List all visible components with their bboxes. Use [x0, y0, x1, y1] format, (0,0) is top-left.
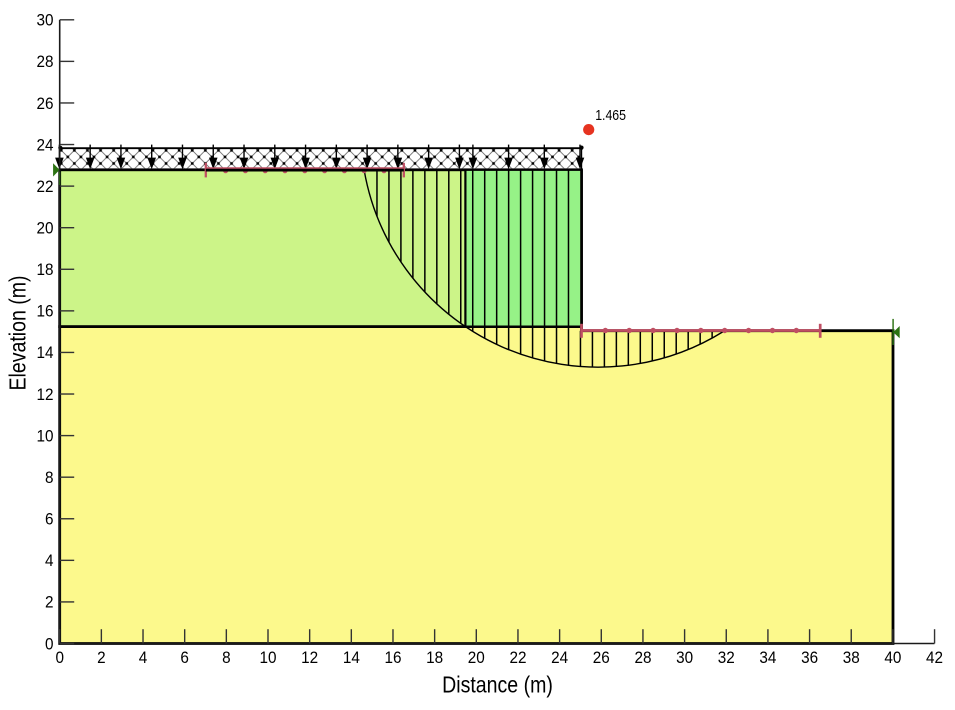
svg-text:2: 2: [45, 593, 54, 612]
svg-text:14: 14: [343, 648, 360, 667]
svg-text:16: 16: [36, 302, 53, 321]
svg-text:0: 0: [45, 635, 54, 654]
svg-text:38: 38: [843, 648, 860, 667]
svg-text:28: 28: [634, 648, 651, 667]
svg-text:30: 30: [36, 11, 53, 30]
svg-text:22: 22: [509, 648, 526, 667]
svg-text:28: 28: [36, 52, 53, 71]
svg-text:40: 40: [884, 648, 901, 667]
svg-text:34: 34: [759, 648, 776, 667]
svg-text:Distance (m): Distance (m): [442, 672, 553, 698]
svg-text:26: 26: [36, 94, 53, 113]
svg-text:20: 20: [468, 648, 485, 667]
svg-text:22: 22: [36, 177, 53, 196]
svg-text:1.465: 1.465: [595, 107, 626, 123]
svg-text:36: 36: [801, 648, 818, 667]
svg-text:18: 18: [36, 260, 53, 279]
svg-text:6: 6: [180, 648, 189, 667]
svg-text:12: 12: [301, 648, 318, 667]
svg-text:4: 4: [139, 648, 148, 667]
svg-text:32: 32: [718, 648, 735, 667]
svg-text:4: 4: [45, 551, 54, 570]
svg-text:30: 30: [676, 648, 693, 667]
svg-text:18: 18: [426, 648, 443, 667]
svg-text:8: 8: [45, 468, 54, 487]
svg-text:16: 16: [384, 648, 401, 667]
svg-text:24: 24: [36, 136, 53, 155]
svg-text:8: 8: [222, 648, 231, 667]
svg-text:10: 10: [36, 427, 53, 446]
svg-text:20: 20: [36, 219, 53, 238]
svg-text:12: 12: [36, 385, 53, 404]
svg-text:10: 10: [259, 648, 276, 667]
svg-text:6: 6: [45, 510, 54, 529]
svg-text:0: 0: [55, 648, 64, 667]
svg-text:26: 26: [593, 648, 610, 667]
svg-text:24: 24: [551, 648, 568, 667]
svg-text:14: 14: [36, 344, 53, 363]
svg-text:Elevation (m): Elevation (m): [5, 275, 31, 390]
svg-text:42: 42: [926, 648, 943, 667]
svg-text:2: 2: [97, 648, 106, 667]
